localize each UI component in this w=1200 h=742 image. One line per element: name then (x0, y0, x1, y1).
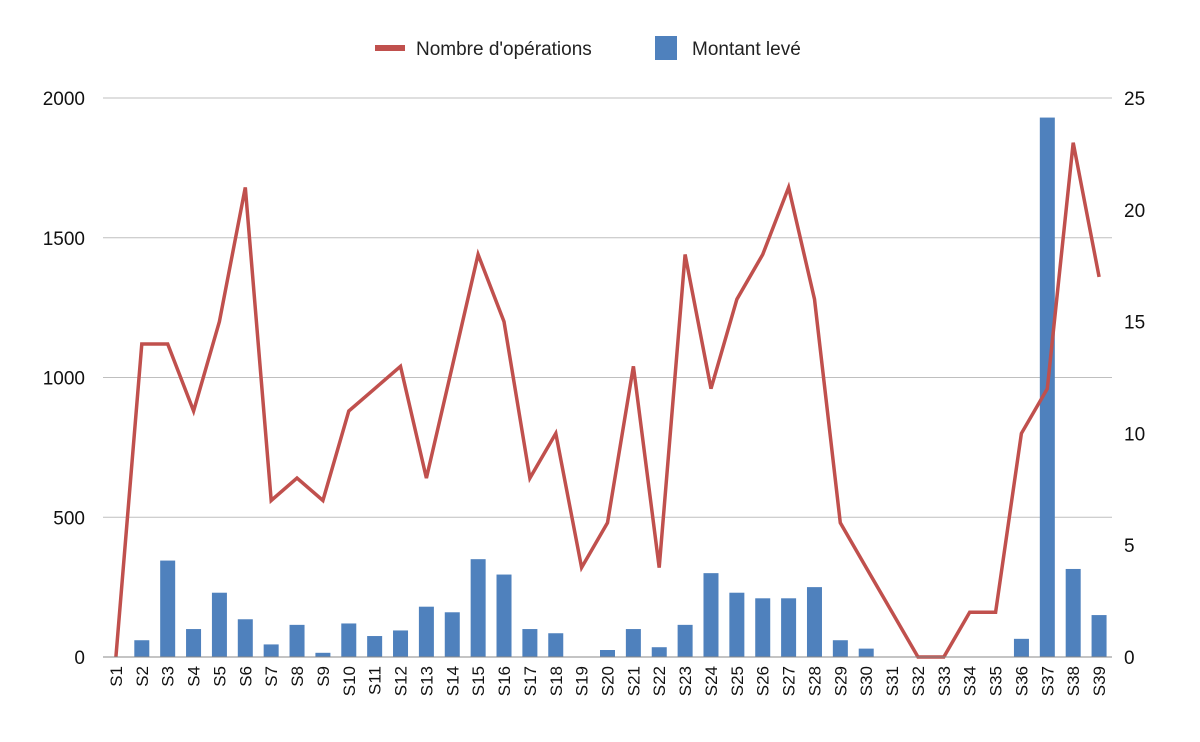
line-operations (114, 142, 1101, 659)
x-tick-label: S22 (650, 666, 669, 696)
line-series (114, 142, 1101, 659)
x-tick-label: S27 (780, 666, 799, 696)
bar-S27 (781, 598, 797, 657)
bar-S24 (703, 573, 719, 657)
x-tick-label: S11 (366, 666, 385, 695)
right-tick-label: 0 (1124, 648, 1135, 669)
legend: Nombre d'opérations Montant levé (375, 36, 801, 60)
legend-label-operations: Nombre d'opérations (416, 39, 592, 60)
x-tick-label: S16 (495, 666, 514, 696)
bar-S10 (341, 623, 357, 657)
bar-S6 (237, 619, 253, 657)
x-tick-label: S9 (314, 666, 333, 687)
bar-S23 (677, 624, 693, 657)
bar-S15 (470, 559, 486, 657)
right-tick-label: 5 (1124, 536, 1135, 557)
bar-S9 (315, 652, 331, 657)
x-tick-label: S12 (392, 666, 411, 696)
x-tick-label: S17 (521, 666, 540, 696)
x-tick-label: S8 (288, 666, 307, 687)
x-tick-label: S10 (340, 666, 359, 696)
x-tick-label: S14 (443, 666, 462, 696)
bar-S8 (289, 624, 305, 657)
x-tick-label: S37 (1038, 666, 1057, 696)
bar-S17 (522, 629, 538, 657)
x-tick-label: S5 (210, 666, 229, 687)
bar-S36 (1013, 638, 1029, 657)
x-tick-label: S21 (624, 666, 643, 696)
left-tick-label: 1500 (43, 229, 85, 250)
x-tick-label: S23 (676, 666, 695, 696)
bar-S2 (134, 640, 150, 657)
bar-S12 (393, 630, 409, 657)
x-tick-label: S29 (831, 666, 850, 696)
x-tick-label: S19 (573, 666, 592, 696)
bar-S21 (625, 629, 641, 657)
bar-S11 (367, 636, 383, 657)
right-tick-label: 25 (1124, 89, 1145, 110)
right-axis-ticks: 0 5 10 15 20 25 (1124, 89, 1145, 669)
x-tick-label: S20 (599, 666, 618, 696)
bar-S30 (858, 648, 874, 657)
x-axis-ticks: S1 S2 S3 S4 S5 S6 S7 S8 S9 S10 S11 S12 S13 S14 S15 S16 S… (107, 666, 1109, 696)
x-tick-label: S32 (909, 666, 928, 696)
x-tick-label: S2 (133, 666, 152, 687)
x-tick-label: S25 (728, 666, 747, 696)
left-tick-label: 1000 (43, 369, 85, 390)
x-tick-label: S15 (469, 666, 488, 696)
x-tick-label: S1 (107, 666, 126, 687)
x-tick-label: S35 (987, 666, 1006, 696)
bar-S3 (160, 560, 176, 657)
bar-S25 (729, 592, 745, 657)
bar-S14 (444, 612, 460, 657)
bar-S38 (1065, 568, 1081, 657)
x-tick-label: S6 (236, 666, 255, 687)
x-tick-label: S39 (1090, 666, 1109, 696)
bar-S13 (418, 606, 434, 657)
bar-S29 (832, 640, 848, 657)
bar-S28 (806, 587, 822, 657)
x-tick-label: S4 (185, 666, 204, 687)
legend-bar-swatch (655, 36, 677, 60)
x-tick-label: S3 (159, 666, 178, 687)
legend-label-amount: Montant levé (692, 39, 801, 60)
gridlines (103, 97, 1112, 518)
x-tick-label: S28 (805, 666, 824, 696)
x-tick-label: S7 (262, 666, 281, 687)
x-tick-label: S33 (935, 666, 954, 696)
left-tick-label: 0 (74, 648, 85, 669)
bar-S16 (496, 574, 512, 657)
bar-S22 (651, 647, 667, 657)
x-tick-label: S30 (857, 666, 876, 696)
bar-series (134, 117, 1107, 657)
x-tick-label: S31 (883, 666, 902, 696)
right-tick-label: 15 (1124, 313, 1145, 334)
bar-S18 (548, 633, 564, 657)
left-tick-label: 2000 (43, 89, 85, 110)
bar-S4 (186, 629, 202, 657)
x-tick-label: S24 (702, 666, 721, 696)
left-tick-label: 500 (53, 508, 85, 529)
bar-S5 (211, 592, 227, 657)
bar-S20 (600, 650, 615, 657)
x-tick-label: S36 (1012, 666, 1031, 696)
right-tick-label: 10 (1124, 424, 1145, 445)
x-tick-label: S18 (547, 666, 566, 696)
bar-S39 (1091, 615, 1107, 657)
left-axis-ticks: 0 500 1000 1500 2000 (43, 89, 85, 669)
x-tick-label: S26 (754, 666, 773, 696)
bar-S7 (263, 644, 279, 657)
bar-S26 (755, 598, 771, 657)
x-tick-label: S38 (1064, 666, 1083, 696)
x-tick-label: S34 (961, 666, 980, 696)
right-tick-label: 20 (1124, 201, 1145, 222)
x-tick-label: S13 (417, 666, 436, 696)
